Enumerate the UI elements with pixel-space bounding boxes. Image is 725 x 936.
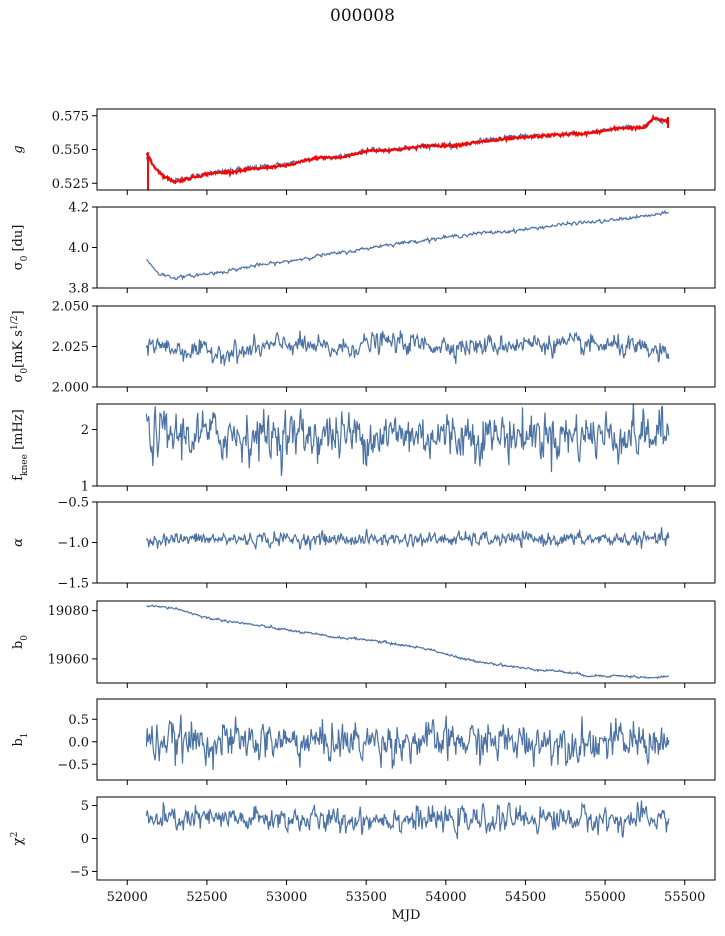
- figure-title: 000008: [330, 6, 395, 26]
- series-line-b0-data: [146, 604, 669, 680]
- panel-frame: [96, 698, 716, 781]
- x-tick-label: 53500: [346, 890, 387, 905]
- y-tick-label: 2.000: [52, 381, 89, 396]
- y-tick-label: 3.8: [68, 282, 89, 297]
- y-axis-label-sigma0-mk: σ0[mK s1/2]: [10, 310, 30, 382]
- y-tick-label: 5: [81, 799, 89, 814]
- y-tick-label: −1.0: [57, 536, 89, 551]
- series-line-sigma0-mk-data: [145, 330, 670, 366]
- y-tick-label: −1.5: [57, 577, 89, 592]
- y-axis-label-fknee: fknee [mHz]: [11, 409, 30, 481]
- x-axis-label: MJD: [392, 908, 421, 923]
- panel-frame: [96, 403, 716, 487]
- panel-alpha: −1.5 −1.0 −0.5 α: [11, 496, 716, 592]
- y-tick-label: −5: [70, 865, 89, 880]
- panel-g: 0.525 0.550 0.575 g: [11, 108, 716, 195]
- y-tick-label: 19080: [48, 604, 89, 619]
- series-line-b1-data: [145, 714, 670, 771]
- x-tick-label: 52000: [107, 890, 148, 905]
- y-tick-label: 2: [81, 423, 89, 438]
- series-line-chi2-data: [145, 800, 670, 840]
- y-axis-label-alpha: α: [11, 538, 26, 547]
- y-tick-label: −0.5: [57, 496, 89, 511]
- panel-sigma0-mk: 2.000 2.025 2.050 σ0[mK s1/2]: [10, 300, 716, 396]
- y-tick-label: 0: [81, 832, 89, 847]
- y-tick-label: 4.0: [68, 241, 89, 256]
- panel-b0: 19060 19080 b0: [11, 600, 716, 688]
- panel-b1: −0.5 0.0 0.5 b1: [11, 698, 716, 785]
- series-line-fknee-data: [145, 404, 670, 476]
- y-tick-label: 4.2: [68, 201, 89, 216]
- y-axis-label-chi2: χ2: [10, 832, 26, 846]
- x-tick-label: 53000: [266, 890, 307, 905]
- panel-chi2: −5 0 5 χ2: [10, 796, 716, 885]
- panel-sigma0-du: 3.8 4.0 4.2 σ0 [du]: [11, 201, 716, 297]
- panel-frame: [96, 600, 716, 684]
- y-tick-label: 2.050: [52, 300, 89, 315]
- x-tick-label: 55000: [584, 890, 625, 905]
- y-axis-label-b1: b1: [11, 732, 30, 746]
- y-axis-label-sigma0-du: σ0 [du]: [11, 225, 30, 271]
- y-tick-label: 1: [81, 480, 89, 495]
- series-line-g-model: [145, 113, 670, 185]
- x-tick-label: 52500: [186, 890, 227, 905]
- y-tick-label: 2.025: [52, 340, 89, 355]
- series-line-sigma0-du-data: [146, 209, 669, 281]
- y-tick-label: 0.525: [52, 177, 89, 192]
- y-tick-label: 0.575: [52, 109, 89, 124]
- y-axis-label-b0: b0: [11, 635, 30, 649]
- series-line-alpha-data: [145, 527, 670, 551]
- x-tick-label: 54000: [425, 890, 466, 905]
- y-tick-label: 0.550: [52, 143, 89, 158]
- y-tick-label: 0.5: [68, 713, 89, 728]
- x-tick-label: 54500: [505, 890, 546, 905]
- y-tick-label: 0.0: [68, 735, 89, 750]
- y-tick-label: −0.5: [57, 758, 89, 773]
- panel-frame: [96, 796, 716, 881]
- y-axis-label-g: g: [11, 145, 26, 153]
- panel-fknee: 1 2 fknee [mHz]: [11, 403, 716, 495]
- x-tick-label: 55500: [664, 890, 705, 905]
- y-tick-label: 19060: [48, 652, 89, 667]
